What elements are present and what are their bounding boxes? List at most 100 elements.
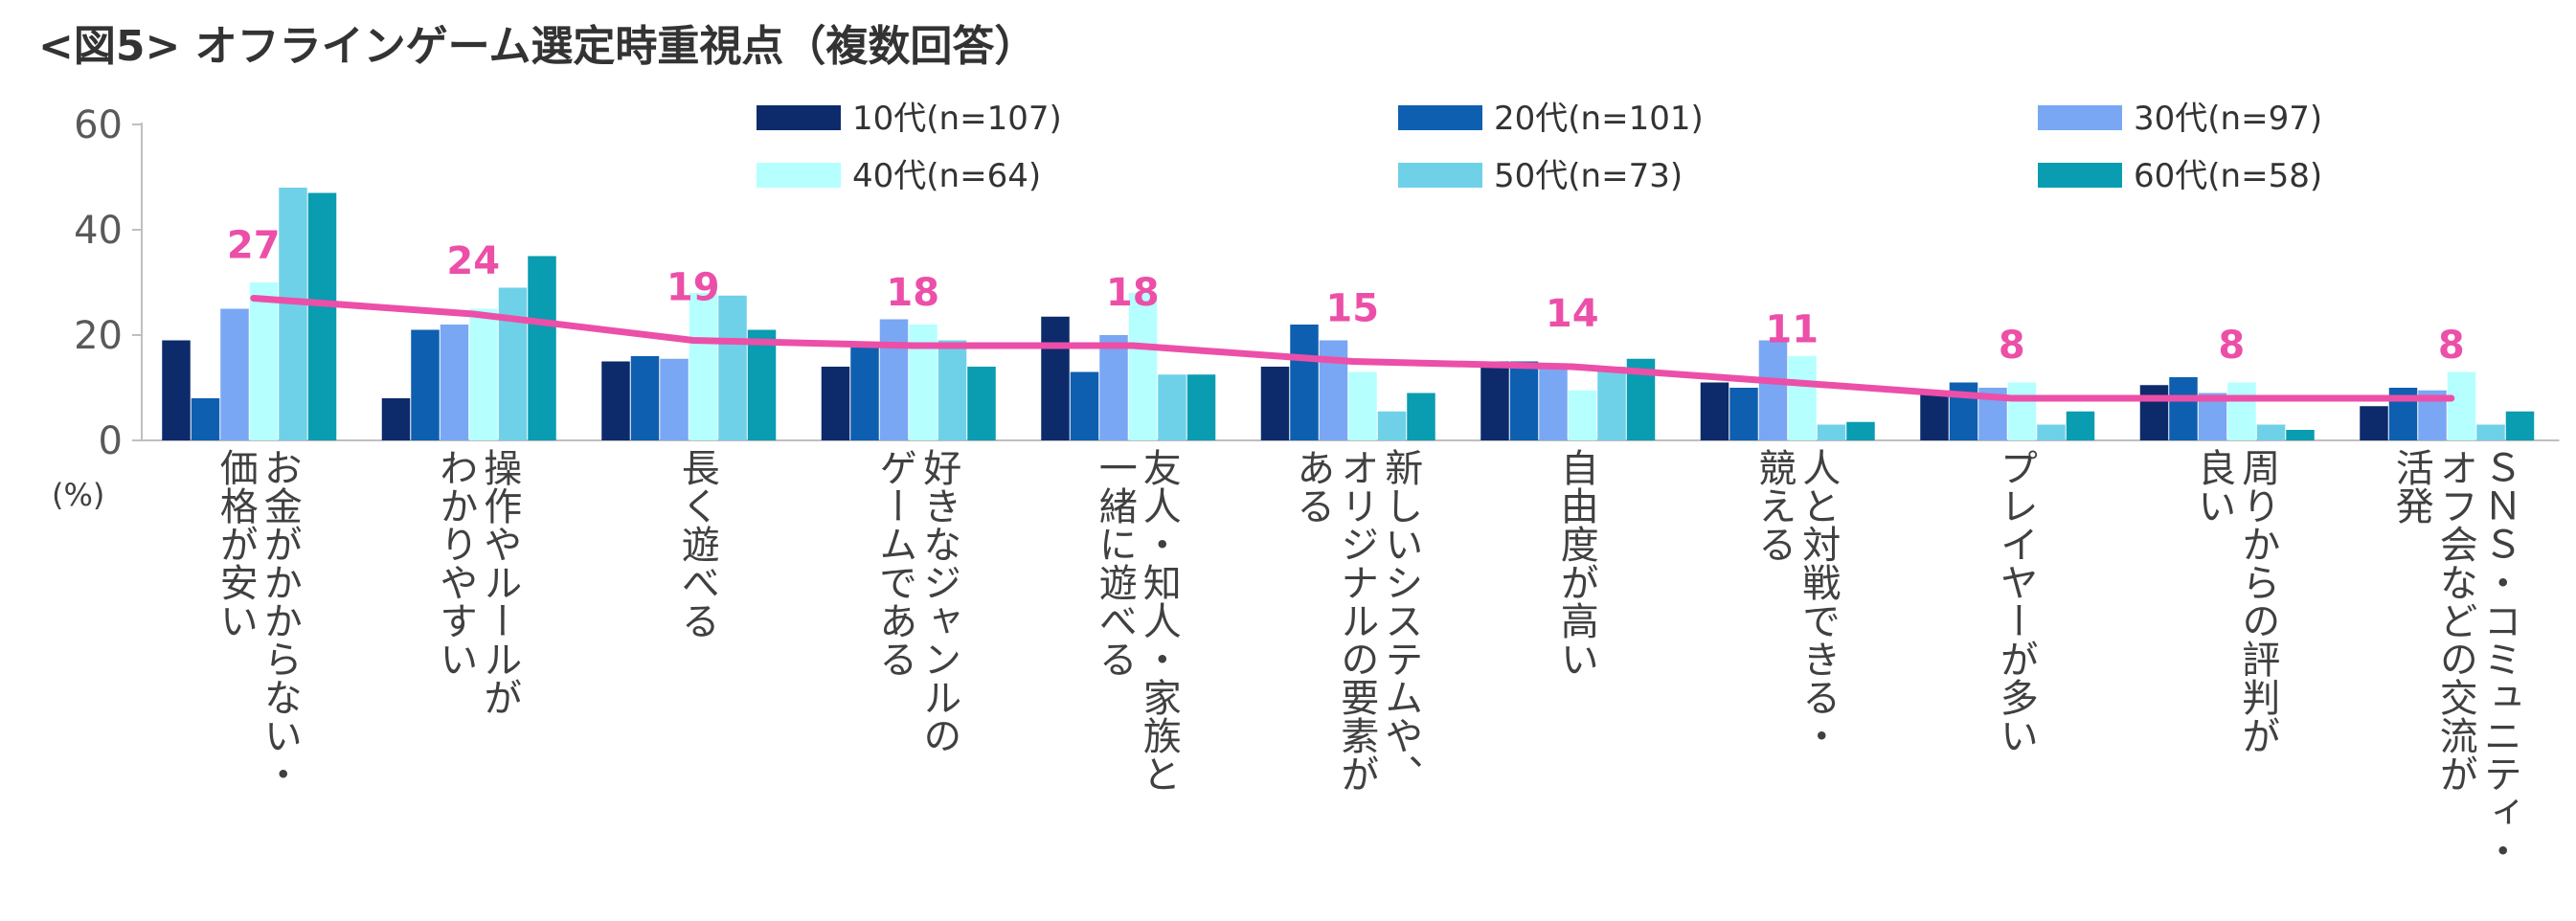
category-label: 新しいシステムや、 オリジナルの要素が ある (1290, 448, 1423, 793)
category-label: 操作やルールが わかりやすい (433, 448, 522, 716)
average-data-label: 8 (2218, 324, 2245, 368)
bar (2139, 385, 2169, 440)
bar (1480, 361, 1509, 440)
legend-label: 30代(n=97) (2134, 100, 2322, 138)
bar (938, 340, 967, 440)
bar (2066, 411, 2095, 440)
legend-label: 10代(n=107) (852, 100, 1062, 138)
legend-label: 50代(n=73) (1494, 157, 1683, 195)
bar (440, 325, 469, 440)
bar (1377, 411, 1407, 440)
bar (528, 256, 556, 440)
bar (469, 308, 498, 440)
category-label: お金がかからない・ 価格が安い (213, 448, 302, 793)
bar (2476, 424, 2505, 440)
bar (909, 325, 938, 440)
bar (1729, 388, 1758, 440)
category-label: 長く遊べる (674, 448, 719, 640)
bar (220, 308, 249, 440)
bar (1070, 371, 1099, 440)
category-label: 人と対戦できる・ 競える (1751, 448, 1841, 754)
bar (498, 287, 528, 440)
legend-swatch (757, 105, 841, 130)
y-axis-unit-label: (%) (52, 477, 104, 513)
bar (307, 192, 337, 440)
bar (2505, 411, 2535, 440)
bar (1846, 421, 1875, 440)
category-label: プレイヤーが多い (1993, 448, 2038, 754)
legend-swatch (1398, 163, 1482, 188)
bar (1817, 424, 1846, 440)
chart-title: <図5> オフラインゲーム選定時重視点（複数回答） (38, 22, 1037, 71)
average-line (250, 295, 2455, 402)
average-data-label: 27 (227, 224, 281, 268)
average-data-label: 8 (2438, 324, 2465, 368)
average-data-label: 24 (446, 239, 500, 283)
bar (630, 356, 660, 440)
bar (2037, 424, 2066, 440)
bar (689, 293, 718, 440)
legend-label: 20代(n=101) (1494, 100, 1704, 138)
category-label: 自由度が高い (1553, 448, 1598, 678)
bar (191, 398, 220, 440)
bar (1758, 340, 1788, 440)
average-data-label: 18 (886, 271, 939, 315)
legend-label: 40代(n=64) (852, 157, 1041, 195)
bar (1788, 356, 1817, 440)
bar (2360, 406, 2388, 440)
bar (967, 367, 996, 440)
average-data-label: 15 (1325, 287, 1379, 331)
bar (821, 367, 850, 440)
bar (1319, 340, 1348, 440)
legend-swatch (757, 163, 841, 188)
average-data-label: 19 (667, 266, 720, 310)
average-data-label: 18 (1106, 271, 1160, 315)
bar (601, 361, 630, 440)
legend-label: 60代(n=58) (2134, 157, 2322, 195)
bar (1260, 367, 1290, 440)
bar (1568, 390, 1597, 440)
bar (1597, 367, 1626, 440)
bar (747, 329, 777, 440)
bar (162, 340, 191, 440)
y-tick-label: 0 (99, 419, 123, 463)
bar (279, 188, 307, 440)
bar (1348, 371, 1377, 440)
average-data-label: 8 (1999, 324, 2025, 368)
bar (879, 319, 909, 440)
bar (1539, 367, 1568, 440)
bar (660, 358, 689, 440)
bar (411, 329, 440, 440)
category-label: ＳＮＳ・コミュニティ・ オフ会などの交流が 活発 (2388, 448, 2521, 869)
bar (381, 398, 411, 440)
bar (1186, 374, 1216, 440)
bar (2286, 430, 2315, 440)
bar (1099, 335, 1128, 440)
y-tick-label: 20 (74, 314, 123, 358)
average-data-label: 14 (1546, 292, 1599, 336)
category-label: 周りからの評判が 良い (2191, 448, 2280, 754)
bar (1158, 374, 1186, 440)
bar (718, 295, 747, 440)
bar (1407, 393, 1435, 440)
legend-swatch (1398, 105, 1482, 130)
bar (1509, 361, 1539, 440)
bar (249, 282, 279, 440)
y-tick-label: 40 (74, 209, 123, 253)
category-label: 友人・知人・家族と 一緒に遊べる (1092, 448, 1181, 793)
category-label: 好きなジャンルの ゲームである (872, 448, 961, 754)
bar (1290, 325, 1319, 440)
bar (850, 346, 879, 440)
legend-swatch (2038, 163, 2122, 188)
bar (1041, 316, 1070, 440)
y-tick-label: 60 (74, 103, 123, 147)
bar (1920, 393, 1949, 440)
bar (2227, 382, 2256, 440)
bar (1700, 382, 1729, 440)
bar (2447, 371, 2476, 440)
legend-swatch (2038, 105, 2122, 130)
average-data-label: 11 (1765, 308, 1819, 352)
bar (2256, 424, 2286, 440)
bar (1128, 293, 1158, 440)
